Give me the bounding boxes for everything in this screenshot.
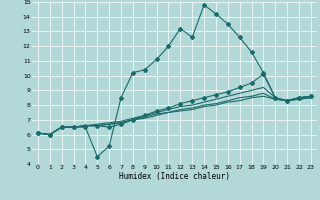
X-axis label: Humidex (Indice chaleur): Humidex (Indice chaleur) [119, 172, 230, 181]
